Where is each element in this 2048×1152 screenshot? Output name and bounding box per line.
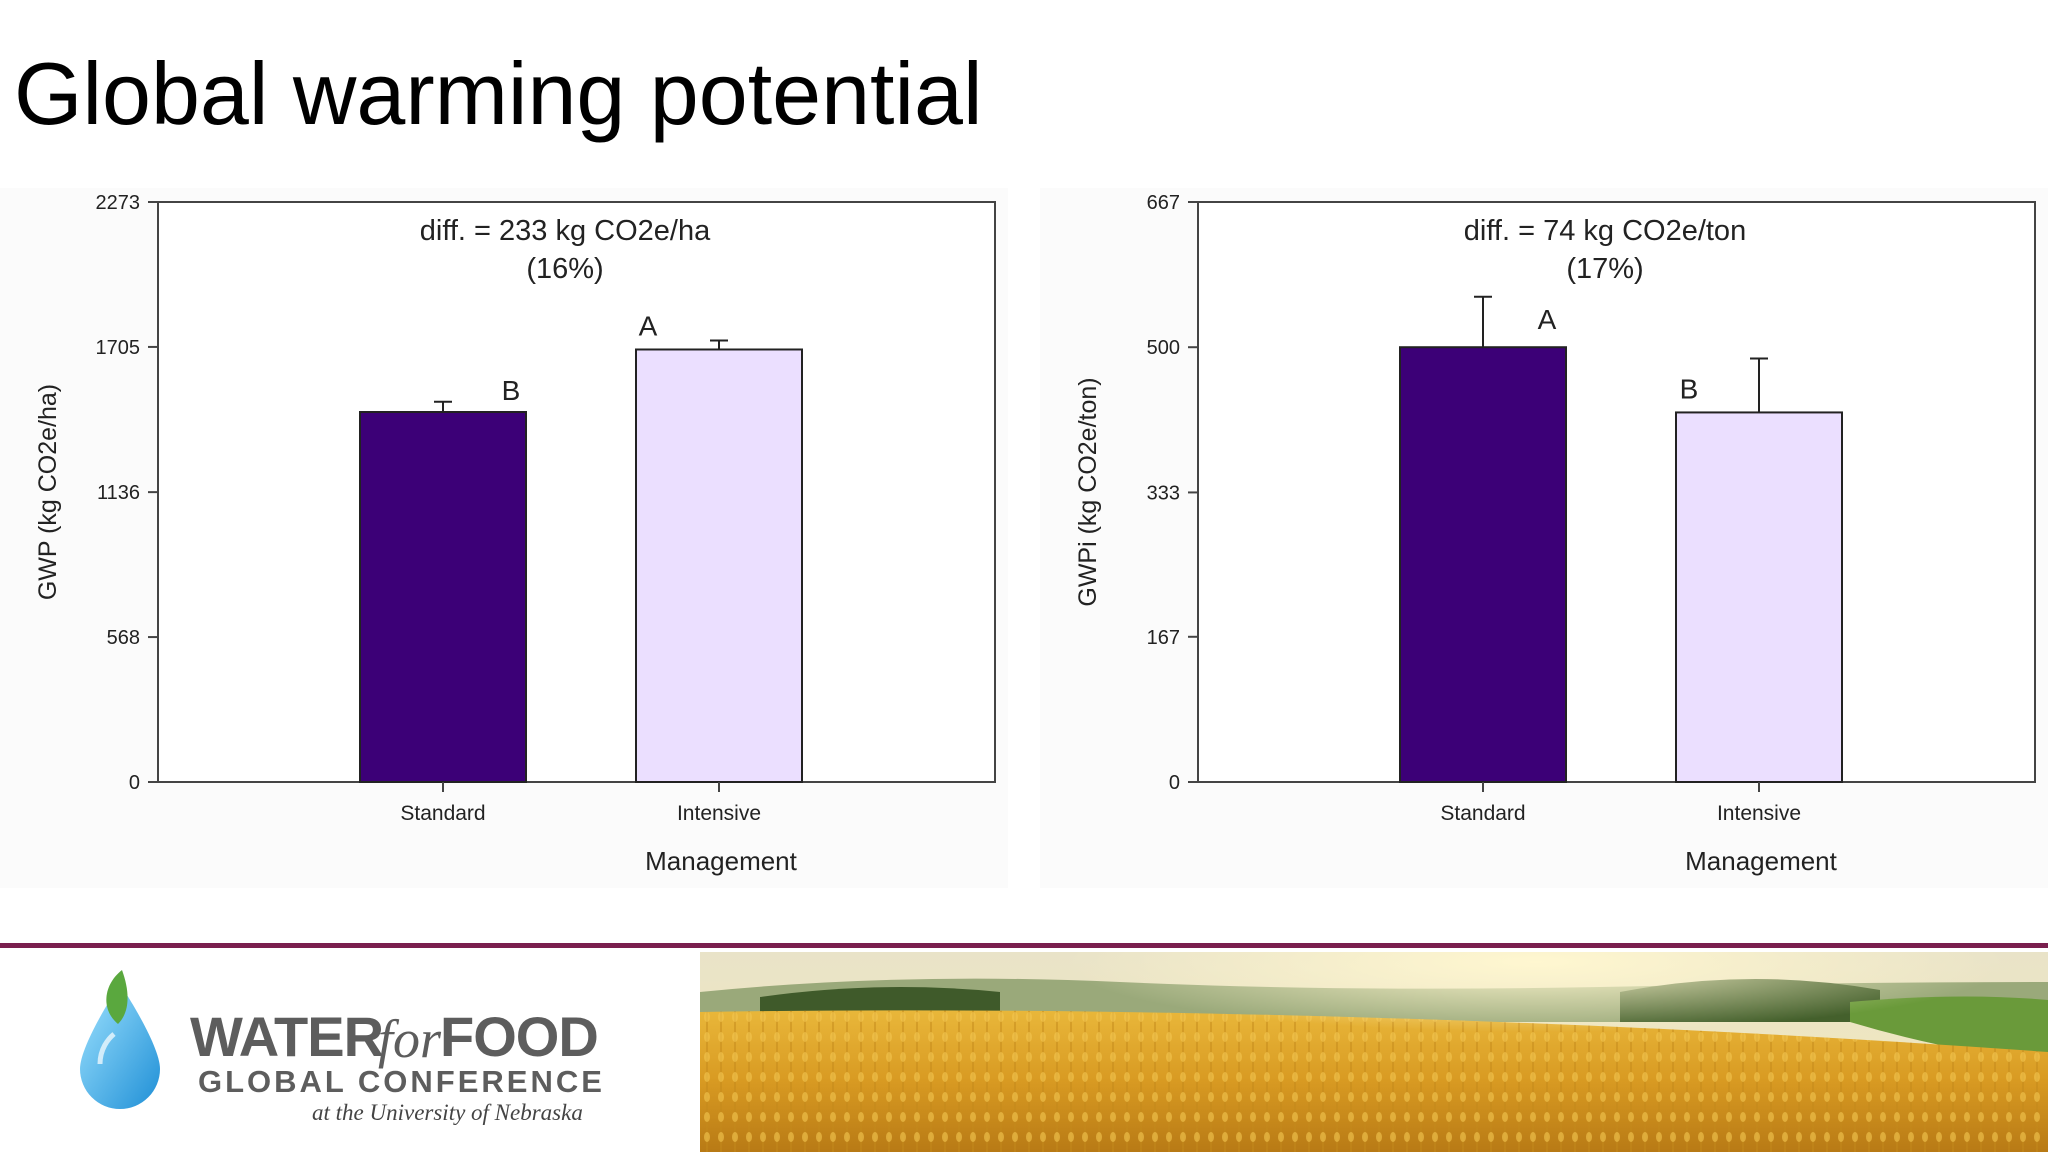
conference-logo: WATER for FOOD GLOBAL CONFERENCE at the … [70,960,610,1140]
right-xtick-label: Standard [1440,802,1525,825]
left-bar-intensive [635,348,803,783]
left-ytick-label: 1136 [97,482,140,504]
right-xlabel: Management [1685,846,1838,876]
right-bar-intensive [1675,411,1843,783]
left-ylabel: GWP (kg CO2e/ha) [34,384,62,600]
left-significance-letter: A [639,310,658,341]
wheat-field-image [700,952,2048,1152]
logo-word-water: WATER [190,1005,384,1068]
logo-global-conference: GLOBAL CONFERENCE [198,1064,605,1099]
logo-word-food: FOOD [440,1005,599,1068]
right-ytick-label: 0 [1169,772,1180,794]
left-xlabel: Management [645,846,798,876]
left-ytick-label: 1705 [96,337,141,359]
right-ytick-label: 167 [1147,627,1180,649]
right-ytick-label: 667 [1147,192,1180,214]
left-diff-annotation: diff. = 233 kg CO2e/ha [420,215,711,247]
footer-divider [0,943,2048,948]
chart-left: 0 568 1136 1705 2273 GWP (kg CO2e/ha) Standard… [0,188,1008,888]
left-significance-letter: B [502,375,521,406]
left-plot-frame [157,201,996,783]
slide-title: Global warming potential [14,44,983,143]
water-drop-icon [80,970,160,1109]
right-xtick-label: Intensive [1717,802,1801,825]
right-ytick-label: 333 [1147,482,1180,504]
logo-university: at the University of Nebraska [312,1100,583,1125]
left-ytick-label: 568 [107,627,140,649]
left-xtick-label: Intensive [677,802,761,825]
right-plot-frame [1197,201,2036,783]
right-ylabel: GWPi (kg CO2e/ton) [1074,377,1102,606]
chart-right-svg: 0 167 333 500 667 GWPi (kg CO2e/ton) Standard A… [1074,192,2036,876]
right-significance-letter: B [1680,373,1699,404]
right-diff-percent: (17%) [1566,253,1643,285]
chart-left-svg: 0 568 1136 1705 2273 GWP (kg CO2e/ha) Standard… [34,192,996,876]
right-diff-annotation: diff. = 74 kg CO2e/ton [1464,215,1746,247]
chart-right: 0 167 333 500 667 GWPi (kg CO2e/ton) Standard A… [1040,188,2048,888]
right-ytick-label: 500 [1147,337,1180,359]
right-bar-standard [1399,346,1567,784]
left-diff-percent: (16%) [526,253,603,285]
left-ytick-label: 0 [129,772,140,794]
left-xtick-label: Standard [400,802,485,825]
right-significance-letter: A [1538,304,1557,335]
logo-word-for: for [378,1009,442,1069]
left-bar-standard [359,411,527,783]
left-ytick-label: 2273 [96,192,141,214]
